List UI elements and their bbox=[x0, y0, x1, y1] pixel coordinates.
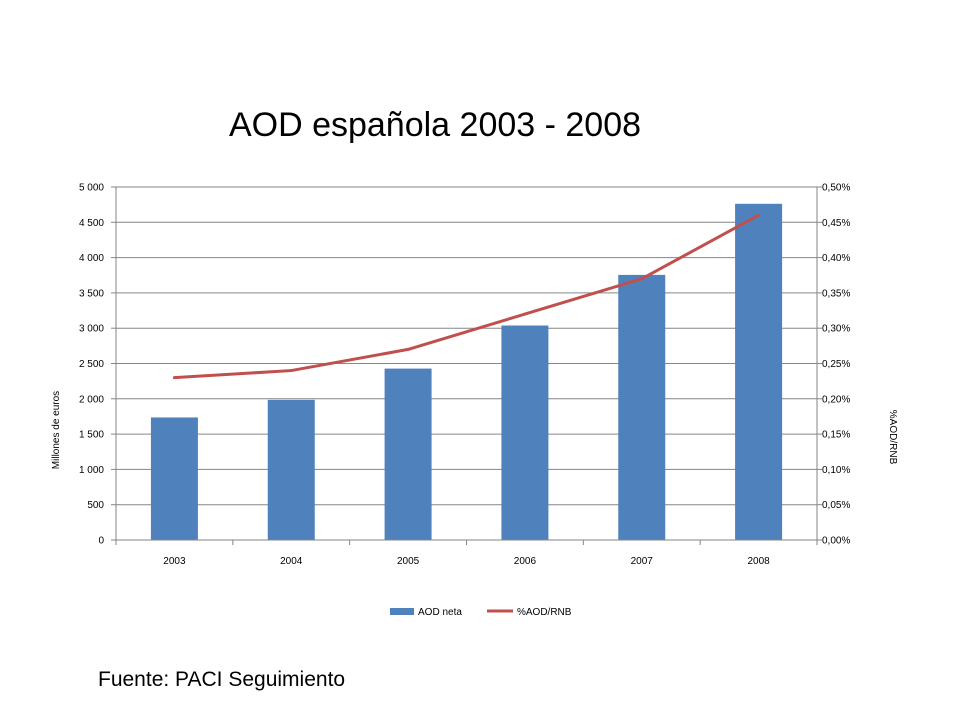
left-axis-label: Millones de euros bbox=[51, 391, 62, 469]
left-tick-label: 2 000 bbox=[79, 394, 104, 405]
right-tick-label: 0,10% bbox=[822, 465, 850, 476]
legend-label-aod-rnb: %AOD/RNB bbox=[517, 607, 572, 618]
x-tick-label: 2006 bbox=[514, 556, 537, 567]
line-series bbox=[172, 213, 761, 380]
left-axis-ticks: 0 500 1 000 1 500 2 000 2 500 3 000 3 500 4 000 4… bbox=[79, 183, 104, 547]
left-tick-label: 4 000 bbox=[79, 253, 104, 264]
left-tick-label: 5 000 bbox=[79, 183, 104, 194]
bar-2004 bbox=[267, 399, 315, 540]
right-axis-label: %AOD/RNB bbox=[887, 410, 898, 465]
right-tick-label: 0,05% bbox=[822, 500, 850, 511]
left-tick-label: 500 bbox=[87, 500, 104, 511]
right-tick-label: 0,15% bbox=[822, 430, 850, 441]
right-tick-label: 0,35% bbox=[822, 288, 850, 299]
left-tick-label: 3 000 bbox=[79, 324, 104, 335]
line-point-2006 bbox=[523, 312, 527, 316]
bar-2007 bbox=[618, 274, 666, 540]
line-point-2005 bbox=[406, 347, 410, 351]
bar-2006 bbox=[501, 325, 549, 540]
line-point-2007 bbox=[640, 277, 644, 281]
right-tick-label: 0,40% bbox=[822, 253, 850, 264]
line-point-2003 bbox=[172, 376, 176, 380]
gridlines bbox=[116, 186, 817, 541]
bar-2008 bbox=[735, 203, 783, 540]
legend-label-aod-neta: AOD neta bbox=[418, 607, 462, 618]
x-tick-label: 2003 bbox=[163, 556, 186, 567]
bar-2005 bbox=[384, 368, 432, 540]
right-tick-label: 0,45% bbox=[822, 218, 850, 229]
x-tick-label: 2004 bbox=[280, 556, 303, 567]
x-tick-label: 2008 bbox=[747, 556, 770, 567]
bar-2003 bbox=[150, 417, 198, 540]
right-tick-label: 0,50% bbox=[822, 183, 850, 194]
left-tick-label: 1 500 bbox=[79, 430, 104, 441]
legend-swatch-aod-neta bbox=[390, 608, 414, 615]
left-tick-label: 4 500 bbox=[79, 218, 104, 229]
right-axis-ticks: 0,00% 0,05% 0,10% 0,15% 0,20% 0,25% 0,30% 0,35%… bbox=[822, 183, 850, 547]
bar-series bbox=[150, 203, 783, 540]
source-note: Fuente: PACI Seguimiento bbox=[98, 668, 346, 691]
right-tick-label: 0,30% bbox=[822, 324, 850, 335]
x-tick-label: 2007 bbox=[631, 556, 654, 567]
legend: AOD neta %AOD/RNB bbox=[390, 607, 572, 618]
line-point-2008 bbox=[757, 213, 761, 217]
right-tick-label: 0,25% bbox=[822, 359, 850, 370]
left-tick-label: 1 000 bbox=[79, 465, 104, 476]
axes bbox=[111, 186, 822, 545]
left-tick-label: 0 bbox=[98, 536, 104, 547]
chart-title: AOD española 2003 - 2008 bbox=[228, 106, 642, 144]
x-tick-label: 2005 bbox=[397, 556, 420, 567]
right-tick-label: 0,00% bbox=[822, 536, 850, 547]
left-tick-label: 2 500 bbox=[79, 359, 104, 370]
line-aod-rnb bbox=[174, 213, 760, 380]
line-point-2004 bbox=[289, 369, 293, 373]
left-tick-label: 3 500 bbox=[79, 288, 104, 299]
right-tick-label: 0,20% bbox=[822, 394, 850, 405]
x-axis-ticks: 2003 2004 2005 2006 2007 2008 bbox=[163, 556, 770, 567]
